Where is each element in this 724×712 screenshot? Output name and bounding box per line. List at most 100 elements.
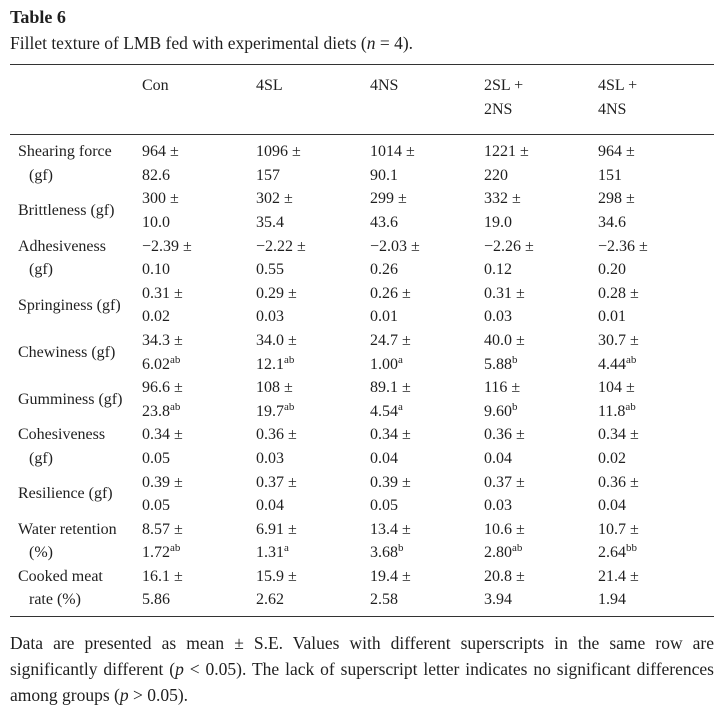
row-label-line: (gf)	[29, 261, 53, 279]
value-cell: 19.4 ± 2.58	[370, 565, 484, 617]
error-value: 10.0	[142, 213, 170, 231]
mean-value: 0.34 ±	[370, 426, 411, 444]
mean-value: 20.8 ±	[484, 567, 525, 585]
mean-value: 0.34 ±	[142, 426, 183, 444]
mean-value: 34.3 ±	[142, 331, 183, 349]
error-value: 0.03	[256, 449, 284, 467]
value-cell: 0.37 ± 0.04	[256, 471, 370, 518]
mean-value: 15.9 ±	[256, 567, 297, 585]
mean-value: 1221 ±	[484, 143, 529, 161]
column-header: 4NS	[370, 65, 484, 135]
column-header: 4SL + 4NS	[598, 65, 714, 135]
value-cell: 30.7 ± 4.44ab	[598, 329, 714, 376]
table-caption: Fillet texture of LMB fed with experimen…	[10, 33, 414, 53]
row-label: Chewiness (gf)	[10, 329, 142, 376]
error-value: 0.55	[256, 261, 284, 279]
mean-value: 13.4 ±	[370, 520, 411, 538]
mean-value: 6.91 ±	[256, 520, 297, 538]
significance-superscript: a	[398, 400, 403, 413]
value-cell: 10.6 ± 2.80ab	[484, 518, 598, 565]
mean-value: 96.6 ±	[142, 379, 183, 397]
mean-value: 0.31 ±	[484, 284, 525, 302]
row-label-line: Water retention	[18, 520, 117, 538]
value-cell: 1221 ± 220	[484, 135, 598, 188]
error-value: 0.01	[370, 308, 398, 326]
error-value: 9.60b	[484, 400, 518, 420]
mean-value: 21.4 ±	[598, 567, 639, 585]
mean-value: 299 ±	[370, 190, 407, 208]
error-value: 43.6	[370, 213, 398, 231]
error-value: 0.26	[370, 261, 398, 279]
row-label-line: Brittleness (gf)	[18, 202, 115, 220]
value-cell: 34.3 ± 6.02ab	[142, 329, 256, 376]
error-value: 1.94	[598, 591, 626, 609]
value-cell: 0.36 ± 0.03	[256, 423, 370, 470]
value-cell: 34.0 ± 12.1ab	[256, 329, 370, 376]
row-label-line: Adhesiveness	[18, 237, 106, 255]
error-value: 157	[256, 166, 280, 184]
row-label-line: (gf)	[29, 449, 53, 467]
row-label-line: Cohesiveness	[18, 426, 106, 444]
mean-value: 964 ±	[142, 143, 179, 161]
mean-value: 0.29 ±	[256, 284, 297, 302]
value-cell: 6.91 ± 1.31a	[256, 518, 370, 565]
value-cell: 21.4 ± 1.94	[598, 565, 714, 617]
error-value: 220	[484, 166, 508, 184]
mean-value: 40.0 ±	[484, 331, 525, 349]
value-cell: 96.6 ± 23.8ab	[142, 376, 256, 423]
mean-value: −2.03 ±	[370, 237, 420, 255]
error-value: 151	[598, 166, 622, 184]
value-cell: 20.8 ± 3.94	[484, 565, 598, 617]
significance-superscript: ab	[170, 542, 181, 555]
error-value: 19.7ab	[256, 400, 295, 420]
value-cell: 298 ± 34.6	[598, 187, 714, 234]
error-value: 90.1	[370, 166, 398, 184]
value-cell: 0.34 ± 0.04	[370, 423, 484, 470]
error-value: 0.10	[142, 261, 170, 279]
error-value: 12.1ab	[256, 353, 295, 373]
mean-value: 0.37 ±	[256, 473, 297, 491]
row-label-line: (gf)	[29, 166, 53, 184]
error-value: 0.05	[142, 497, 170, 515]
row-label-line: rate (%)	[29, 591, 81, 609]
mean-value: 0.36 ±	[256, 426, 297, 444]
column-header: 4SL	[256, 65, 370, 135]
error-value: 11.8ab	[598, 400, 636, 420]
error-value: 5.88b	[484, 353, 518, 373]
table-row: Resilience (gf) 0.39 ±0.05 0.37 ±0.04 0.39 …	[10, 471, 714, 518]
value-cell: 964 ± 151	[598, 135, 714, 188]
error-value: 6.02ab	[142, 353, 181, 373]
table-row: Chewiness (gf) 34.3 ± 6.02ab 34.0 ± 12.1ab 24…	[10, 329, 714, 376]
mean-value: 34.0 ±	[256, 331, 297, 349]
significance-superscript: ab	[170, 400, 181, 413]
significance-superscript: ab	[625, 400, 636, 413]
value-cell: 332 ± 19.0	[484, 187, 598, 234]
column-header-line: Con	[142, 77, 169, 94]
value-cell: 116 ± 9.60b	[484, 376, 598, 423]
value-cell: −2.22 ± 0.55	[256, 235, 370, 282]
row-label: Water retention (%)	[10, 518, 142, 565]
error-value: 0.03	[256, 308, 284, 326]
mean-value: 332 ±	[484, 190, 521, 208]
mean-value: −2.22 ±	[256, 237, 306, 255]
value-cell: 0.34 ± 0.02	[598, 423, 714, 470]
value-cell: 0.36 ± 0.04	[598, 471, 714, 518]
row-label: Shearing force (gf)	[10, 135, 142, 188]
value-cell: 302 ± 35.4	[256, 187, 370, 234]
row-label-line: Gumminess (gf)	[18, 390, 123, 408]
error-value: 1.72ab	[142, 542, 181, 562]
error-value: 0.04	[484, 449, 512, 467]
value-cell: 0.37 ± 0.03	[484, 471, 598, 518]
error-value: 2.62	[256, 591, 284, 609]
value-cell: 8.57 ± 1.72ab	[142, 518, 256, 565]
mean-value: −2.36 ±	[598, 237, 648, 255]
row-label-line: Chewiness (gf)	[18, 343, 116, 361]
value-cell: 0.29 ± 0.03	[256, 282, 370, 329]
row-label: Gumminess (gf)	[10, 376, 142, 423]
value-cell: 0.28 ± 0.01	[598, 282, 714, 329]
mean-value: 964 ±	[598, 143, 635, 161]
corner-header-cell	[10, 65, 142, 135]
italic-symbol: p	[119, 685, 129, 706]
mean-value: 1014 ±	[370, 143, 415, 161]
value-cell: 24.7 ± 1.00a	[370, 329, 484, 376]
